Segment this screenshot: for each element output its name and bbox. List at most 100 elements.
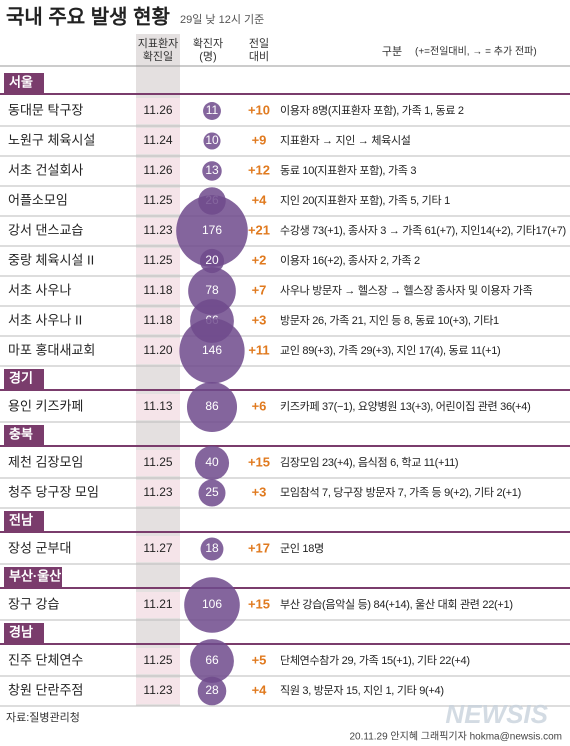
place: 장성 군부대 <box>8 540 71 555</box>
watermark: NEWSIS <box>445 699 548 729</box>
date-cell <box>136 278 180 304</box>
date: 11.13 <box>143 399 172 413</box>
confirmed-value: 78 <box>205 283 219 297</box>
column-header: 구분 <box>382 46 402 58</box>
change: +12 <box>248 162 270 177</box>
date: 11.25 <box>143 193 172 207</box>
confirmed-value: 106 <box>202 597 222 611</box>
place: 어플소모임 <box>8 192 68 207</box>
detail: 지표환자 → 지인 → 체육시설 <box>280 134 411 147</box>
place: 마포 홍대새교회 <box>8 342 95 357</box>
detail: 부산 강습(음악실 등) 84(+14), 울산 대회 관련 22(+1) <box>280 598 513 611</box>
region-label-box <box>4 425 44 445</box>
date-cell <box>136 218 180 244</box>
change: +7 <box>252 282 267 297</box>
column-header: 확진일 <box>143 49 173 63</box>
detail: 수강생 73(+1), 종사자 3 → 가족 61(+7), 지인14(+2),… <box>280 224 566 237</box>
column-header: 확진자 <box>193 37 223 50</box>
place: 서초 사우나 II <box>8 312 82 327</box>
date: 11.23 <box>143 683 172 697</box>
place: 창원 단란주점 <box>8 682 83 697</box>
detail: 이용자 16(+2), 종사자 2, 가족 2 <box>280 254 420 267</box>
region-label: 경기 <box>9 370 33 385</box>
place: 노원구 체육시설 <box>8 132 95 147</box>
confirmed-bubble <box>176 195 248 267</box>
confirmed-value: 146 <box>202 343 222 357</box>
detail: 김장모임 23(+4), 음식점 6, 학교 11(+11) <box>280 456 458 469</box>
column-header: 대비 <box>249 50 269 63</box>
confirmed-bubble <box>203 102 221 120</box>
detail: 직원 3, 방문자 15, 지인 1, 기타 9(+4) <box>280 684 444 697</box>
date: 11.20 <box>143 343 172 357</box>
confirmed-bubble <box>198 479 226 507</box>
change: +6 <box>252 398 267 413</box>
confirmed-value: 18 <box>205 541 219 555</box>
date: 11.18 <box>143 313 172 327</box>
date: 11.24 <box>143 133 172 147</box>
detail: 교인 89(+3), 가족 29(+3), 지인 17(4), 동료 11(+1… <box>280 344 500 357</box>
place: 서초 사우나 <box>8 282 71 297</box>
confirmed-bubble <box>179 318 245 384</box>
date-cell <box>136 158 180 184</box>
date-cell <box>136 480 180 506</box>
column-header-note: (+=전일대비, → = 추가 전파) <box>415 46 537 58</box>
change: +15 <box>248 596 270 611</box>
date: 11.23 <box>143 223 172 237</box>
confirmed-bubble <box>197 676 227 706</box>
confirmed-bubble <box>190 639 234 683</box>
place: 동대문 탁구장 <box>8 102 83 117</box>
confirmed-bubble <box>200 537 224 561</box>
place: 용인 키즈카페 <box>8 398 83 413</box>
date-cell <box>136 98 180 124</box>
change: +21 <box>248 222 270 237</box>
confirmed-value: 11 <box>206 103 219 117</box>
confirmed-value: 13 <box>205 163 219 177</box>
change: +17 <box>248 540 270 555</box>
date-cell <box>136 308 180 334</box>
change: +11 <box>248 342 269 357</box>
date-cell <box>136 128 180 154</box>
change: +4 <box>252 682 268 697</box>
confirmed-value: 10 <box>205 133 219 147</box>
date: 11.18 <box>143 283 172 297</box>
detail: 지인 20(지표환자 포함), 가족 5, 기타 1 <box>280 194 450 207</box>
place: 장구 강습 <box>8 596 59 611</box>
date: 11.25 <box>143 653 172 667</box>
date-cell <box>136 678 180 704</box>
place: 진주 단체연수 <box>8 652 83 667</box>
confirmed-value: 66 <box>205 653 219 667</box>
column-header: 전일 <box>249 36 269 50</box>
date: 11.25 <box>143 455 172 469</box>
confirmed-bubble <box>202 161 222 181</box>
subtitle: 29일 낮 12시 기준 <box>180 12 264 26</box>
region-label-box <box>4 73 44 93</box>
region-label-box <box>4 623 44 643</box>
confirmed-value: 28 <box>205 683 219 697</box>
date-cell <box>136 338 180 364</box>
date-cell <box>136 592 180 618</box>
region-label: 경남 <box>9 624 33 639</box>
confirmed-bubble <box>184 577 240 633</box>
region-label-box <box>4 511 44 531</box>
place: 중랑 체육시설 II <box>8 252 94 267</box>
credit: 20.11.29 안지혜 그래픽기자 hokma@newsis.com <box>349 731 562 743</box>
region-label-box <box>4 369 44 389</box>
source: 자료:질병관리청 <box>6 711 80 724</box>
confirmed-bubble <box>194 445 230 481</box>
date-cell <box>136 394 180 420</box>
change: +4 <box>252 192 268 207</box>
title: 국내 주요 발생 현황 <box>6 5 170 28</box>
date-cell <box>136 536 180 562</box>
date-cell <box>136 450 180 476</box>
date: 11.23 <box>143 485 172 499</box>
confirmed-value: 86 <box>205 399 219 413</box>
detail: 단체연수참가 29, 가족 15(+1), 기타 22(+4) <box>280 654 470 667</box>
confirmed-value: 40 <box>205 455 219 469</box>
confirmed-bubble <box>203 132 221 150</box>
confirmed-value: 176 <box>202 223 222 237</box>
detail: 모임참석 7, 당구장 방문자 7, 가족 등 9(+2), 기타 2(+1) <box>280 486 521 499</box>
place: 제천 김장모임 <box>8 454 83 469</box>
region-label-box <box>4 567 62 587</box>
